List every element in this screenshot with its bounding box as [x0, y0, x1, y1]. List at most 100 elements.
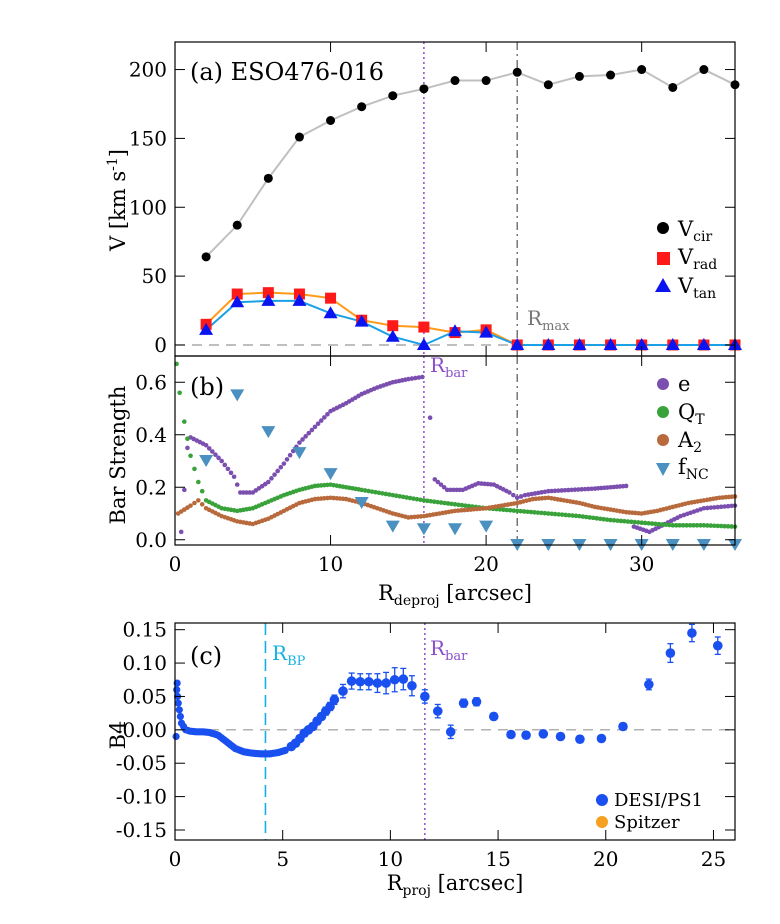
point-vcir: [294, 132, 304, 142]
point-fnc: [292, 447, 307, 460]
point-qt: [570, 513, 575, 518]
point-desi: [488, 711, 499, 722]
point-qt: [449, 501, 454, 507]
point-e: [549, 488, 554, 494]
legend-a2-marker: [657, 434, 669, 446]
legend-vrad: Vrad: [677, 245, 717, 273]
point-e: [284, 457, 290, 462]
point-vcir: [699, 65, 709, 75]
point-qt: [573, 513, 579, 519]
point-qt: [418, 497, 423, 503]
point-qt: [518, 508, 523, 514]
x-tick-label: 5: [276, 847, 289, 871]
point-qt: [397, 493, 402, 499]
point-qt: [407, 495, 413, 501]
legend-vtan-marker: [655, 278, 671, 292]
legend-desi: DESI/PS1: [614, 790, 703, 811]
point-e: [586, 486, 591, 492]
point-vcir: [481, 76, 491, 86]
point-desi: [687, 628, 697, 638]
y-tick-label: 0.05: [122, 684, 167, 708]
point-desi: [644, 679, 654, 690]
point-vrad: [262, 287, 274, 299]
point-desi: [506, 729, 516, 740]
legend-vtan: Vtan: [677, 274, 716, 302]
point-qt: [715, 523, 721, 529]
point-qt: [366, 488, 371, 494]
legend-vrad-marker: [657, 252, 670, 265]
point-qt: [182, 419, 187, 424]
y-tick-label: 0.2: [135, 475, 167, 499]
point-e: [518, 494, 524, 499]
point-desi: [471, 696, 482, 707]
point-qt: [438, 500, 444, 505]
point-qt: [199, 488, 205, 494]
panel-c-xlabel: Rproj [arcsec]: [387, 871, 524, 899]
point-qt: [539, 510, 544, 516]
point-desi: [575, 734, 585, 744]
point-desi: [364, 676, 374, 687]
point-qt: [660, 522, 665, 527]
point-qt: [411, 496, 416, 501]
point-qt: [456, 502, 461, 508]
point-vcir: [201, 252, 211, 262]
point-vtan: [292, 293, 307, 306]
point-qt: [452, 502, 458, 507]
point-desi: [355, 676, 366, 687]
point-qt: [196, 479, 201, 485]
point-qt: [673, 523, 679, 528]
point-e: [178, 529, 184, 535]
panel-a-plot-area: 0 50 100 150 200: [129, 41, 742, 357]
point-qt: [711, 523, 717, 529]
point-qt: [718, 523, 724, 529]
point-e: [514, 495, 520, 501]
panel-b-label: (b): [190, 373, 224, 401]
y-tick-label: 200: [129, 58, 167, 82]
point-qt: [618, 518, 624, 524]
x-tick-label: 0: [169, 552, 182, 576]
legend-qt-marker: [657, 406, 669, 418]
point-vtan: [354, 314, 369, 327]
point-e: [300, 437, 305, 442]
point-e: [715, 504, 721, 510]
panel-a-label: (a) ESO476-016: [190, 58, 384, 86]
point-vcir: [450, 76, 460, 86]
point-e: [562, 487, 568, 493]
point-qt: [425, 498, 430, 504]
point-vcir: [574, 71, 584, 81]
point-vtan: [479, 325, 494, 338]
point-qt: [611, 518, 617, 523]
legend-fnc: fNC: [678, 455, 709, 483]
point-e: [278, 465, 284, 470]
point-fnc: [416, 523, 431, 536]
point-e: [438, 482, 444, 487]
point-a2: [196, 498, 201, 503]
point-a2: [192, 500, 197, 506]
y-tick-label: 50: [142, 264, 167, 288]
legend-spitzer: Spitzer: [614, 812, 680, 833]
point-vcir: [232, 220, 242, 230]
point-qt: [584, 514, 589, 520]
point-e: [225, 466, 231, 472]
point-qt: [680, 523, 686, 528]
x-tick-label: 25: [701, 847, 726, 871]
point-e: [309, 427, 315, 433]
point-desi: [381, 678, 391, 688]
point-qt: [390, 492, 396, 498]
point-fnc: [448, 523, 462, 536]
point-vcir: [668, 82, 678, 92]
point-e: [576, 487, 581, 492]
point-desi: [458, 698, 469, 708]
point-desi: [346, 676, 357, 686]
point-qt: [552, 511, 558, 517]
point-qt: [705, 523, 710, 528]
panel-a-velocity: 0 50 100 150 200 (a) ESO476-016 V [km s-1] R…: [105, 41, 742, 357]
point-qt: [400, 494, 406, 500]
point-e: [582, 486, 588, 492]
point-vtan: [199, 322, 214, 335]
point-qt: [566, 512, 572, 518]
panel-c-plot-area: 0 5 10 15 20 25 -0.15 -0.10 -0.05 -0.00 0.05 0.10 0.…: [116, 618, 736, 871]
point-fnc: [385, 520, 400, 533]
point-e: [441, 484, 447, 490]
point-qt: [373, 489, 378, 495]
